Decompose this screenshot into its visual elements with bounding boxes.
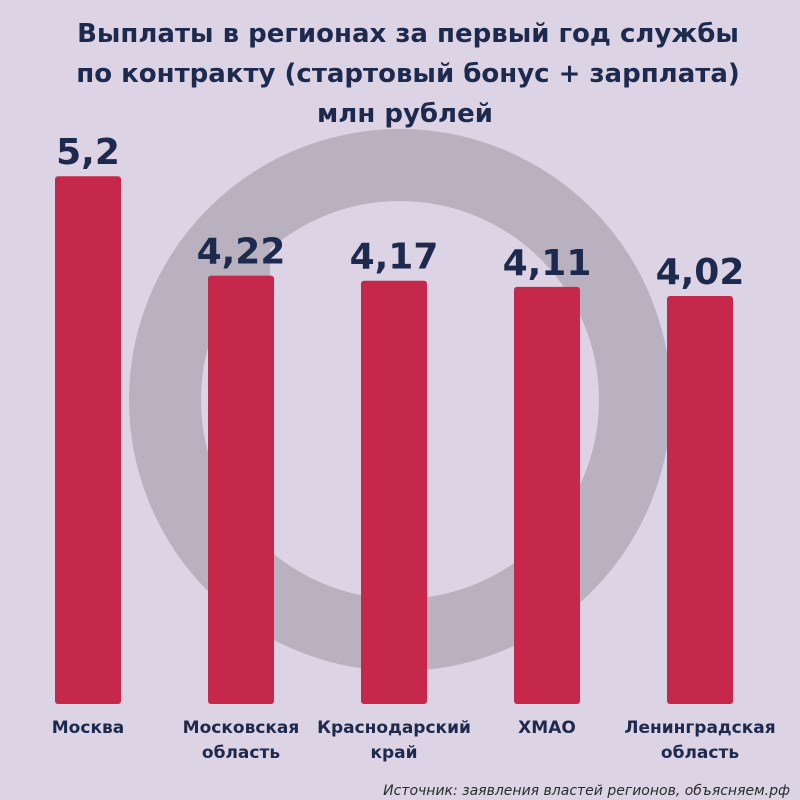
bar-1: [208, 275, 274, 704]
source-note: Источник: заявления властей регионов, об…: [383, 783, 790, 799]
value-label-0: 5,2: [56, 132, 120, 173]
value-label-1: 4,22: [197, 232, 286, 273]
value-labels-group: 5,2 4,22 4,17 4,11 4,02: [56, 132, 744, 293]
value-label-4: 4,02: [656, 252, 745, 293]
title-line-3: млн рублей: [317, 99, 493, 129]
value-label-2: 4,17: [350, 237, 439, 278]
category-label-1-line-1: область: [202, 743, 280, 763]
category-label-2-line-1: край: [370, 743, 417, 763]
category-label-2-line-0: Краснодарский: [317, 718, 471, 738]
category-label-1-line-0: Московская: [183, 718, 300, 738]
category-label-0-line-0: Москва: [52, 718, 124, 738]
category-label-4-line-1: область: [661, 743, 739, 763]
category-label-3-line-0: ХМАО: [518, 718, 576, 738]
chart-title: Выплаты в регионах за первый год службы …: [76, 19, 740, 129]
value-label-3: 4,11: [503, 243, 592, 284]
category-label-4-line-0: Ленинградская: [624, 718, 775, 738]
bar-0: [55, 176, 121, 704]
bar-3: [514, 286, 580, 704]
bar-4: [667, 295, 733, 704]
title-line-1: Выплаты в регионах за первый год службы: [77, 19, 739, 49]
category-labels-group: Москва Московская область Краснодарский край…: [52, 718, 776, 763]
title-line-2: по контракту (стартовый бонус + зарплата…: [76, 59, 740, 89]
bar-2: [361, 280, 427, 704]
bars-group: [55, 176, 733, 704]
